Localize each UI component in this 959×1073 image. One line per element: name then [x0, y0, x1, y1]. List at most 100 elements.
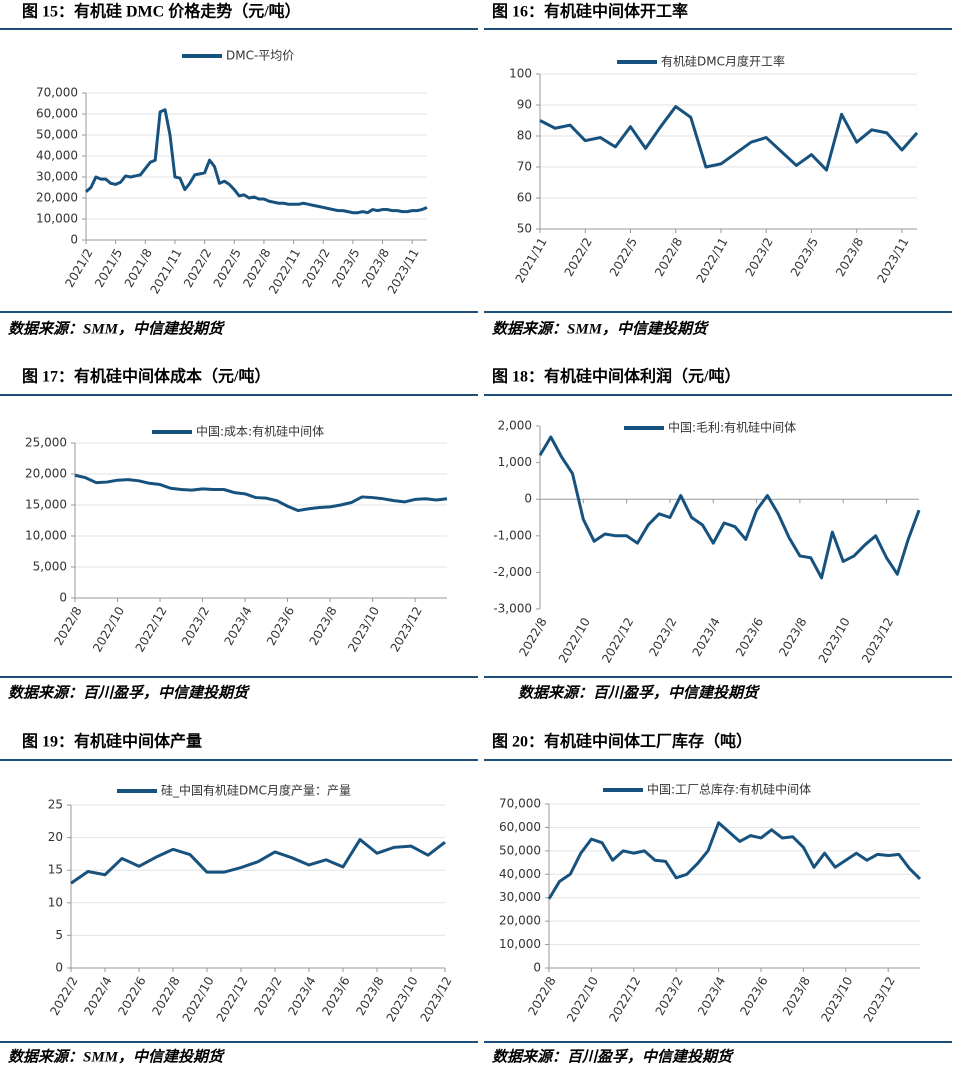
- data-line: [538, 435, 921, 580]
- x-tick-label: 2023/12: [388, 604, 425, 654]
- x-tick-label: 2022/12: [214, 974, 251, 1024]
- x-tick-label: 2023/8: [353, 974, 386, 1018]
- x-tick-label: 2023/12: [418, 974, 455, 1024]
- legend-label: 硅_中国有机硅DMC月度产量：产量: [161, 783, 351, 798]
- x-tick-label: 2023/6: [319, 974, 352, 1018]
- y-tick-label: 60,000: [499, 820, 541, 834]
- x-tick-label: 2022/12: [133, 604, 170, 654]
- y-tick-label: 10,000: [36, 212, 78, 226]
- source-note: 数据来源：SMM，中信建投期货: [492, 319, 710, 337]
- y-tick-label: 15,000: [25, 498, 67, 512]
- x-tick-label: 2022/8: [516, 615, 549, 659]
- y-tick-label: 0: [524, 492, 532, 506]
- x-tick-label: 2023/6: [264, 604, 297, 648]
- x-tick-label: 2022/8: [652, 235, 685, 279]
- x-tick-label: 2021/11: [513, 235, 550, 285]
- chart-title: 图 20：有机硅中间体工厂库存（吨）: [492, 732, 752, 751]
- x-tick-label: 2023/2: [300, 246, 333, 290]
- data-line: [85, 108, 428, 215]
- x-tick-label: 2022/5: [211, 246, 244, 290]
- x-tick-label: 2021/5: [92, 246, 125, 290]
- x-tick-label: 2023/8: [306, 604, 339, 648]
- x-tick-label: 2022/2: [562, 235, 595, 279]
- source-note: 数据来源：百川盈孚，中信建投期货: [492, 1047, 735, 1065]
- y-tick-label: 10,000: [25, 529, 67, 543]
- chart-title: 图 16：有机硅中间体开工率: [492, 2, 688, 21]
- y-tick-label: 40,000: [36, 149, 78, 163]
- x-tick-label: 2023/4: [690, 615, 723, 659]
- y-tick-label: -3,000: [493, 602, 532, 616]
- y-tick-label: 60: [517, 191, 532, 205]
- x-tick-label: 2023/12: [859, 615, 896, 665]
- x-tick-label: 2023/5: [788, 235, 821, 279]
- rules: [0, 28, 952, 1043]
- x-tick-label: 2023/10: [818, 974, 855, 1024]
- x-tick-label: 2023/11: [874, 235, 911, 285]
- chart-title: 图 18：有机硅中间体利润（元/吨）: [492, 367, 740, 386]
- y-tick-label: 50: [517, 222, 532, 236]
- x-tick-label: 2022/2: [47, 974, 80, 1018]
- y-tick-label: -1,000: [493, 528, 532, 542]
- x-tick-label: 2021/2: [62, 246, 95, 290]
- y-tick-label: 70,000: [36, 86, 78, 100]
- x-tick-label: 2023/5: [329, 246, 362, 290]
- source-note: 数据来源：百川盈孚，中信建投期货: [8, 683, 251, 701]
- y-tick-label: 0: [55, 961, 63, 975]
- legend-label: 有机硅DMC月度开工率: [661, 54, 785, 69]
- x-tick-label: 2022/11: [694, 235, 731, 285]
- chart-title: 图 19：有机硅中间体产量: [22, 732, 202, 751]
- source-note: 数据来源：百川盈孚，中信建投期货: [518, 683, 761, 701]
- y-tick-label: 20,000: [36, 191, 78, 205]
- data-line: [70, 838, 446, 885]
- x-tick-label: 2023/4: [695, 974, 728, 1018]
- x-tick-label: 2023/10: [384, 974, 421, 1024]
- x-tick-label: 2023/4: [285, 974, 318, 1018]
- x-tick-label: 2022/12: [599, 615, 636, 665]
- x-tick-label: 2023/2: [251, 974, 284, 1018]
- data-line: [547, 821, 922, 900]
- y-tick-label: 20: [48, 830, 63, 844]
- x-tick-label: 2023/4: [221, 604, 254, 648]
- x-tick-label: 2022/8: [51, 604, 84, 648]
- x-tick-label: 2022/10: [556, 615, 593, 665]
- x-tick-label: 2023/2: [646, 615, 679, 659]
- y-tick-label: 10,000: [499, 937, 541, 951]
- y-tick-label: 1,000: [498, 455, 532, 469]
- legend-label: 中国:毛利:有机硅中间体: [668, 420, 796, 435]
- y-tick-label: 70: [517, 160, 532, 174]
- y-tick-label: 90: [517, 98, 532, 112]
- source-note: 数据来源：SMM，中信建投期货: [8, 1047, 226, 1065]
- chart-title: 图 17：有机硅中间体成本（元/吨）: [22, 367, 270, 386]
- x-tick-label: 2022/8: [149, 974, 182, 1018]
- y-tick-label: 5,000: [33, 560, 67, 574]
- x-tick-label: 2023/10: [816, 615, 853, 665]
- legend-label: DMC-平均价: [226, 49, 294, 63]
- y-tick-label: 0: [533, 961, 541, 975]
- y-tick-label: 20,000: [25, 467, 67, 481]
- x-tick-label: 2023/2: [743, 235, 776, 279]
- x-tick-label: 2023/2: [653, 974, 686, 1018]
- y-tick-label: 0: [59, 591, 67, 605]
- x-tick-label: 2023/2: [179, 604, 212, 648]
- x-tick-label: 2023/8: [780, 974, 813, 1018]
- x-tick-label: 2023/8: [776, 615, 809, 659]
- x-tick-label: 2022/6: [115, 974, 148, 1018]
- x-tick-label: 2023/8: [833, 235, 866, 279]
- y-tick-label: 70,000: [499, 797, 541, 811]
- x-tick-label: 2022/10: [564, 974, 601, 1024]
- x-tick-label: 2022/10: [180, 974, 217, 1024]
- source-note: 数据来源：SMM，中信建投期货: [8, 319, 226, 337]
- x-tick-label: 2022/12: [606, 974, 643, 1024]
- data-line: [539, 105, 919, 172]
- y-tick-label: 10: [48, 895, 63, 909]
- y-tick-label: 30,000: [36, 170, 78, 184]
- y-tick-label: 40,000: [499, 867, 541, 881]
- x-tick-label: 2022/2: [181, 246, 214, 290]
- data-line: [74, 473, 448, 513]
- y-tick-label: -2,000: [493, 565, 532, 579]
- x-tick-label: 2023/12: [861, 974, 898, 1024]
- x-tick-label: 2022/10: [90, 604, 127, 654]
- x-tick-label: 2022/5: [607, 235, 640, 279]
- x-tick-label: 2023/10: [345, 604, 382, 654]
- x-tick-label: 2022/8: [525, 974, 558, 1018]
